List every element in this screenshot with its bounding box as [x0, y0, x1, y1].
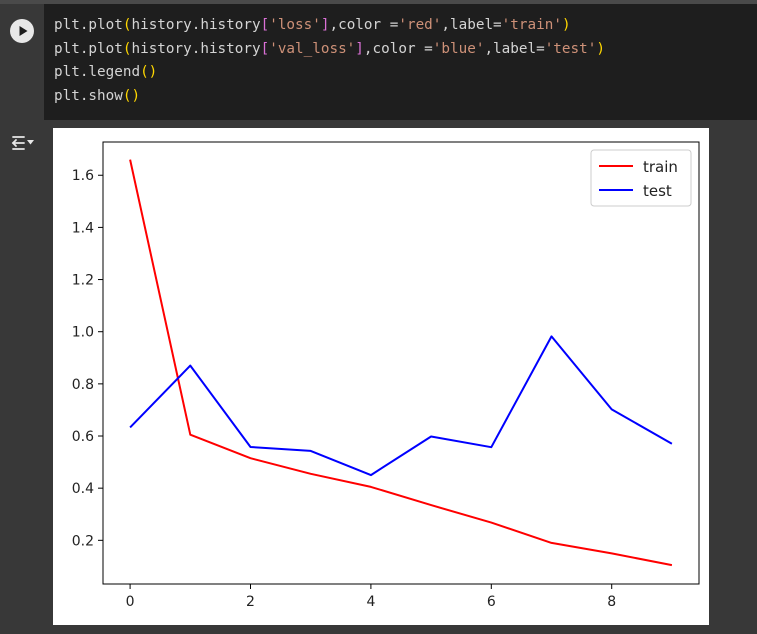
cell-output: 0 2 4 6 8 0.2 0.4 0.6 0.8 1.0 1.2 1.4 1.6 train test: [53, 128, 709, 625]
series-line-test: [129, 335, 673, 477]
code-token: ]: [355, 40, 364, 57]
code-token: ): [596, 40, 605, 57]
y-tick-label: 0.4: [72, 481, 94, 497]
code-token: 'blue': [432, 40, 485, 57]
y-tick-label: 0.2: [72, 533, 94, 549]
code-token: plt.plot: [54, 17, 123, 33]
code-token: history.history: [131, 40, 261, 57]
code-token: plt.plot: [54, 40, 123, 57]
output-toggle-icon: [11, 136, 34, 150]
code-line: plt.plot(history.history['val_loss'],col…: [54, 38, 605, 62]
code-token: (): [140, 64, 158, 80]
y-tick-label: 0.8: [72, 377, 94, 393]
code-token: 'train': [501, 17, 562, 33]
code-token: ]: [320, 17, 330, 33]
code-token: ): [561, 17, 571, 33]
code-token: plt.legend: [54, 64, 141, 80]
output-toggle-button[interactable]: [10, 132, 36, 154]
code-token: 'loss': [269, 17, 321, 33]
x-tick-label: 8: [607, 594, 616, 610]
x-tick-label: 6: [487, 594, 496, 610]
code-token: (): [122, 87, 141, 104]
y-tick-label: 1.2: [72, 273, 94, 289]
code-token: ,color =: [363, 40, 433, 57]
code-token: 'val_loss': [269, 40, 356, 57]
code-line: plt.plot(history.history['loss'],color =…: [54, 14, 605, 38]
code-token: (: [122, 17, 132, 33]
play-icon: [19, 26, 28, 36]
cell-gutter: [0, 4, 44, 634]
plot-frame: [102, 141, 700, 585]
y-tick-label: 1.4: [72, 220, 94, 236]
code-line: plt.legend(): [54, 61, 605, 85]
code-token: ,label=: [484, 40, 545, 57]
code-token: [: [260, 17, 270, 33]
code-token: plt.show: [54, 87, 123, 104]
code-editor[interactable]: plt.plot(history.history['loss'],color =…: [54, 14, 605, 108]
legend-label: train: [643, 158, 678, 176]
top-divider: [0, 0, 757, 4]
x-tick-label: 0: [126, 594, 135, 610]
run-cell-button[interactable]: [10, 19, 34, 43]
code-cell[interactable]: plt.plot(history.history['loss'],color =…: [44, 4, 757, 120]
y-tick-label: 0.6: [72, 429, 94, 445]
code-token: ,color =: [329, 17, 399, 33]
code-line: plt.show(): [54, 85, 605, 109]
y-tick-label: 1.6: [72, 168, 94, 184]
code-token: history.history: [131, 17, 261, 33]
code-token: ,label=: [441, 17, 502, 33]
legend-label: test: [643, 182, 672, 200]
code-token: [: [260, 40, 270, 57]
series-line-train: [129, 159, 673, 567]
legend-box: [590, 149, 692, 207]
y-tick-label: 1.0: [72, 325, 94, 341]
code-token: (: [122, 40, 132, 57]
loss-chart: 0 2 4 6 8 0.2 0.4 0.6 0.8 1.0 1.2 1.4 1.6 train test: [72, 141, 700, 610]
code-token: 'test': [544, 40, 597, 57]
x-tick-label: 2: [246, 594, 255, 610]
x-tick-label: 4: [366, 594, 375, 610]
code-token: 'red': [398, 17, 442, 33]
